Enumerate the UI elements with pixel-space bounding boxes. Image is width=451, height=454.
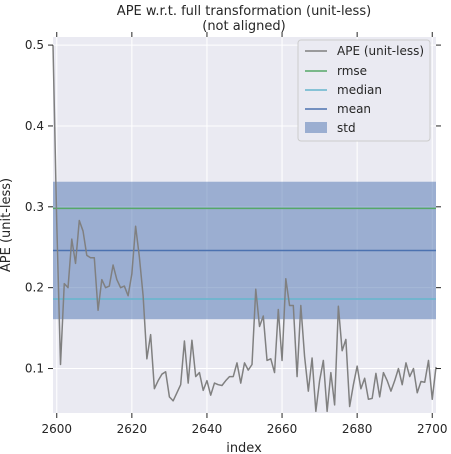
x-tick-label-4: 2680 xyxy=(342,422,373,436)
legend-label-std: std xyxy=(337,121,356,135)
x-axis-ticks: 2600 2620 2640 2660 2680 2700 xyxy=(41,32,448,436)
y-tick-label-0: 0.1 xyxy=(25,362,44,376)
x-tick-label-5: 2700 xyxy=(417,422,448,436)
x-tick-label-2: 2640 xyxy=(192,422,223,436)
chart-title-line-2: (not aligned) xyxy=(202,19,286,34)
legend-label-ape: APE (unit-less) xyxy=(337,44,424,58)
x-tick-label-0: 2600 xyxy=(41,422,72,436)
x-tick-label-3: 2660 xyxy=(267,422,298,436)
chart-title-line-1: APE w.r.t. full transformation (unit-les… xyxy=(117,4,371,19)
x-axis-label: index xyxy=(226,441,262,454)
legend-label-rmse: rmse xyxy=(337,64,367,78)
legend: APE (unit-less) rmse median mean std xyxy=(297,39,431,142)
legend-swatch-std xyxy=(305,122,327,133)
y-axis-ticks: 0.1 0.2 0.3 0.4 0.5 xyxy=(25,38,441,376)
y-axis-label: APE (unit-less) xyxy=(0,178,14,272)
y-tick-label-3: 0.4 xyxy=(25,119,44,133)
legend-label-mean: mean xyxy=(337,102,371,116)
ape-series-line xyxy=(52,45,437,413)
legend-label-median: median xyxy=(337,83,382,97)
y-tick-label-2: 0.3 xyxy=(25,200,44,214)
y-tick-label-1: 0.2 xyxy=(25,281,44,295)
x-tick-label-1: 2620 xyxy=(117,422,148,436)
y-tick-label-4: 0.5 xyxy=(25,38,44,52)
legend-box xyxy=(297,39,431,142)
